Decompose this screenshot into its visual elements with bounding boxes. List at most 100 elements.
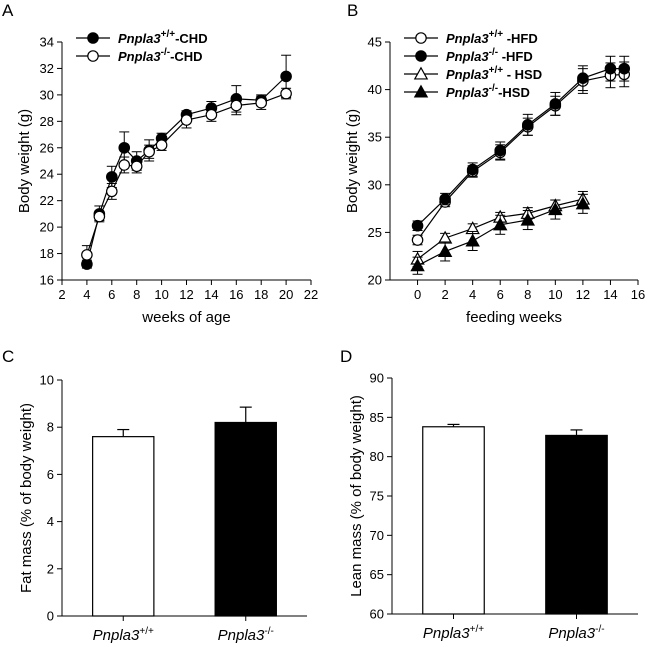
panel-b-legend-label-1-superscript: -/- <box>489 47 498 58</box>
panel-b-series-1 <box>411 55 631 232</box>
panel-b-x-tick-label: 10 <box>548 287 562 302</box>
panel-label-b: B <box>347 1 358 20</box>
panel-a-data-point <box>118 159 131 171</box>
panel-a-x-tick-label: 4 <box>83 287 90 302</box>
panel-a-data-point <box>106 185 118 198</box>
panel-a-data-point <box>280 87 292 100</box>
panel-b-legend-label-3-diet: -HSD <box>498 85 530 100</box>
panel-d-y-tick-label: 75 <box>370 489 384 504</box>
panel-b-y-tick-label: 30 <box>368 177 382 192</box>
panel-b-y-tick-label: 20 <box>368 273 382 288</box>
panel-a-x-tick-label: 18 <box>254 287 268 302</box>
panel-d-category-label-1-superscript: -/- <box>595 624 604 635</box>
panel-d-category-label-0-superscript: +/+ <box>470 624 485 635</box>
panel-d-y-tick-label: 90 <box>370 371 384 386</box>
panel-c-y-axis-label: Fat mass (% of body weight) <box>18 403 35 593</box>
panel-d-category-label-0: Pnpla3+/+ <box>423 624 484 642</box>
panel-b-legend-label-1: Pnpla3-/- -HFD <box>446 47 533 64</box>
panel-b-legend-label-1-gene: Pnpla3 <box>446 49 489 64</box>
panel-a-y-tick-label: 16 <box>40 273 54 288</box>
panel-d-bar-1 <box>545 434 608 615</box>
panel-b-data-point <box>520 212 535 226</box>
panel-c-category-label-1: Pnpla3-/- <box>218 626 274 644</box>
panel-a-y-tick-label: 34 <box>40 35 54 50</box>
panel-b-data-point <box>604 62 617 75</box>
panel-a-legend-label-1: Pnpla3-/--CHD <box>118 47 203 64</box>
panel-b-data-point <box>494 144 507 157</box>
panel-d-y-tick-label: 65 <box>370 567 384 582</box>
panel-b-legend-marker <box>413 66 429 80</box>
panel-b-data-point <box>548 202 563 216</box>
panel-a-y-axis-label: Body weight (g) <box>16 109 33 213</box>
panel-b-data-point <box>466 163 479 176</box>
panel-a-y-tick-label: 22 <box>40 193 54 208</box>
panel-b-y-axis-label: Body weight (g) <box>344 109 361 213</box>
panel-d-bar-0 <box>422 426 485 615</box>
panel-b-legend-label-0-superscript: +/+ <box>489 29 504 40</box>
panel-a-legend-label-0-gene: Pnpla3 <box>118 31 161 46</box>
panel-a-legend-label-1-superscript: -/- <box>161 47 170 58</box>
panel-a-y-tick-label: 28 <box>40 114 54 129</box>
panel-a-data-point <box>205 108 218 121</box>
panel-d-category-label-1-gene: Pnpla3 <box>548 625 595 642</box>
panel-a-legend-label-0-superscript: +/+ <box>161 29 176 40</box>
panel-label-c: C <box>2 347 14 366</box>
panel-a-y-tick-label: 24 <box>40 167 54 182</box>
panel-a-x-tick-label: 22 <box>304 287 318 302</box>
panel-b-x-tick-label: 12 <box>576 287 590 302</box>
panel-b-x-tick-label: 14 <box>603 287 617 302</box>
panel-a-data-point <box>230 99 243 112</box>
panel-b-data-point <box>410 258 425 272</box>
panel-a-data-point <box>130 160 143 173</box>
panel-b-y-tick-label: 25 <box>368 225 382 240</box>
panel-b-x-tick-label: 2 <box>441 287 448 302</box>
panel-a-x-tick-label: 20 <box>279 287 293 302</box>
panel-a-y-tick-label: 18 <box>40 246 54 261</box>
panel-b-legend-label-2-diet: - HSD <box>503 67 542 82</box>
panel-b-y-tick-label: 35 <box>368 130 382 145</box>
panel-b-y-tick-label: 45 <box>368 35 382 50</box>
panel-c-bar-1 <box>214 421 277 617</box>
panel-a-data-point <box>118 141 131 154</box>
panel-label-a: A <box>2 1 14 20</box>
panel-a-x-tick-label: 16 <box>229 287 243 302</box>
panel-b-legend-marker <box>415 50 427 62</box>
panel-label-d: D <box>340 347 352 366</box>
panel-c-category-label-0: Pnpla3+/+ <box>93 626 154 644</box>
panel-b-series-3 <box>410 193 591 275</box>
panel-b-line-chart: 20 25 30 35 40 45 0 2 4 6 8 10 12 14 16 feeding weeks Bo… <box>344 29 645 326</box>
panel-b-legend-label-0-gene: Pnpla3 <box>446 31 489 46</box>
panel-c-category-label-1-superscript: -/- <box>264 626 273 637</box>
panel-a-data-point <box>155 139 168 151</box>
panel-a-y-tick-label: 26 <box>40 140 54 155</box>
panel-b-data-point <box>437 244 453 257</box>
panel-a-data-point <box>255 97 267 109</box>
panel-b-legend-label-3: Pnpla3-/--HSD <box>446 83 530 100</box>
panel-b-data-point <box>411 219 424 232</box>
panel-a-y-tick-label: 20 <box>40 220 54 235</box>
panel-b-x-tick-label: 4 <box>469 287 476 302</box>
panel-b-data-point <box>521 119 534 131</box>
panel-b-legend-label-1-diet: -HFD <box>498 49 533 64</box>
panel-b-y-tick-label: 40 <box>368 82 382 97</box>
panel-d-y-tick-label: 80 <box>370 449 384 464</box>
panel-c-bar-0 <box>92 436 155 617</box>
panel-a-x-tick-label: 8 <box>133 287 140 302</box>
panel-a-legend-label-1-diet: -CHD <box>170 49 203 64</box>
panel-d-y-axis-label: Lean mass (% of body weight) <box>348 395 365 597</box>
panel-b-x-tick-label: 8 <box>524 287 531 302</box>
panel-c-y-tick-label: 6 <box>47 467 54 482</box>
panel-b-legend-label-3-gene: Pnpla3 <box>446 85 489 100</box>
panel-a-data-point <box>143 145 155 158</box>
panel-b-data-point <box>465 233 480 247</box>
panel-a-legend-label-0-diet: -CHD <box>175 31 208 46</box>
panel-a-x-axis-label: weeks of age <box>141 309 230 326</box>
panel-d-category-label-1: Pnpla3-/- <box>548 624 604 642</box>
panel-b-x-tick-label: 0 <box>414 287 421 302</box>
panel-b-legend-label-0: Pnpla3+/+ -HFD <box>446 29 538 46</box>
panel-b-data-point <box>577 72 589 84</box>
panel-c-bar-chart: 0 2 4 6 8 10 Fat mass (% of body weight) Pnpla3… <box>18 373 307 644</box>
panel-a-data-point <box>280 70 292 83</box>
panel-a-data-point <box>93 210 106 223</box>
